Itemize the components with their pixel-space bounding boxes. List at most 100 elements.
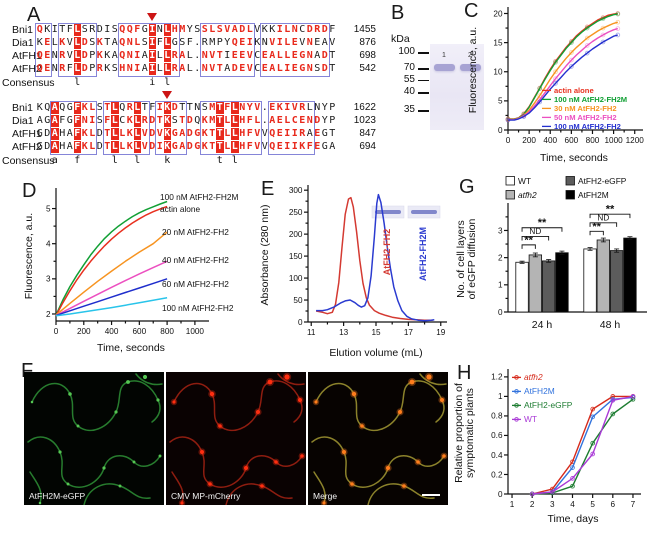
svg-text:0: 0 xyxy=(498,126,503,135)
consensus-label: Consensus xyxy=(2,155,55,167)
svg-text:50: 50 xyxy=(293,296,303,305)
sequence-name: Bni1 xyxy=(12,102,34,114)
svg-text:0.4: 0.4 xyxy=(491,451,503,460)
svg-text:2: 2 xyxy=(46,310,51,319)
svg-text:Time, seconds: Time, seconds xyxy=(540,152,608,164)
svg-text:15: 15 xyxy=(371,328,381,337)
svg-text:AtFH2M: AtFH2M xyxy=(578,190,609,200)
pyrene-actin-assembly-chart: 0 200 400 600 800 1000 1200 0 5 10 15 20 Time, secon… xyxy=(467,7,645,164)
svg-text:3: 3 xyxy=(46,275,51,284)
residue-number: 847 xyxy=(359,128,376,139)
svg-text:3: 3 xyxy=(550,500,555,509)
svg-text:1.2: 1.2 xyxy=(491,373,503,382)
kda-marker-tick xyxy=(418,68,429,70)
svg-text:**: ** xyxy=(538,217,547,229)
svg-text:Elution volume (mL): Elution volume (mL) xyxy=(329,347,422,359)
gel-lane-2-label: 2 xyxy=(468,52,472,59)
panel-a-label: A xyxy=(27,4,41,26)
kda-marker-label: 40 xyxy=(403,86,415,97)
sequence-alignment: Bni1 QKITFLSRDISQQFGINLHMYSSLSVADLVKKILNC… xyxy=(0,0,460,172)
residue-number: 542 xyxy=(359,63,376,74)
actin-elongation-chart: 0 200 400 600 800 1000 2 3 4 5 Time, seconds Fluore… xyxy=(23,188,238,354)
kda-unit-label: kDa xyxy=(391,33,410,45)
svg-text:24 h: 24 h xyxy=(532,319,553,331)
svg-text:30 nM AtFH2-FH2: 30 nM AtFH2-FH2 xyxy=(554,104,617,113)
series-30 nM AtFH2-FH2 xyxy=(508,21,618,121)
svg-text:100 nM AtFH2-FH2: 100 nM AtFH2-FH2 xyxy=(554,122,621,131)
merge-channel-image xyxy=(308,372,448,507)
svg-text:AtFH2M: AtFH2M xyxy=(524,386,555,396)
kda-marker-label: 100 xyxy=(398,46,415,57)
kda-marker-tick xyxy=(418,110,429,112)
kda-marker-tick xyxy=(418,92,429,94)
residue-number: 1622 xyxy=(353,102,376,113)
svg-text:0.8: 0.8 xyxy=(491,412,503,421)
svg-text:3: 3 xyxy=(498,226,503,235)
series-WT xyxy=(532,395,634,495)
kda-marker-label: 55 xyxy=(403,73,415,85)
svg-text:Time, seconds: Time, seconds xyxy=(97,342,165,354)
series-100 nM AtFH2-FH2 xyxy=(55,297,168,317)
svg-text:100 nM AtFH2-FH2M: 100 nM AtFH2-FH2M xyxy=(554,95,627,104)
svg-text:actin alone: actin alone xyxy=(160,204,201,214)
svg-text:AtFH2-eGFP: AtFH2-eGFP xyxy=(578,176,627,186)
bar-WT-48h xyxy=(583,248,597,313)
scale-bar xyxy=(422,494,440,496)
svg-text:1: 1 xyxy=(510,500,515,509)
svg-text:WT: WT xyxy=(518,176,531,186)
kda-marker-label: 70 xyxy=(403,62,415,73)
svg-text:No. of cell layers: No. of cell layers xyxy=(455,220,467,298)
svg-text:11: 11 xyxy=(307,328,316,337)
sequence-name: AtFH2 xyxy=(12,141,42,153)
panel-c-label: C xyxy=(464,0,479,22)
svg-text:5: 5 xyxy=(46,204,51,213)
channel-merge-label: Merge xyxy=(313,491,338,501)
svg-text:Time, days: Time, days xyxy=(548,513,599,525)
panel-g-label: G xyxy=(459,176,475,198)
svg-text:100 nM AtFH2-FH2: 100 nM AtFH2-FH2 xyxy=(162,303,234,313)
bar-AtFH2-eGFP-48h xyxy=(609,250,624,313)
bar-atfh2-48h xyxy=(596,239,611,313)
sequence-row: QENRFLDPRKSHNIAILLRAL.NVTADEVCEALIEGNSDT xyxy=(36,63,336,75)
svg-text:400: 400 xyxy=(543,136,557,145)
sequence-row: GDAHAFKLDTLLKLVDIKGADGKTTLLHFVVQEIIKFEGA xyxy=(36,141,336,153)
svg-text:symptomatic plants: symptomatic plants xyxy=(464,388,476,478)
svg-text:7: 7 xyxy=(631,500,636,509)
gel-filtration-chart: 11 13 15 17 19 0 50 100 150 200 250 300 Elution volu… xyxy=(259,185,447,359)
svg-text:5: 5 xyxy=(590,500,595,509)
svg-text:AtFH2-FH2: AtFH2-FH2 xyxy=(382,229,392,276)
svg-text:60 nM AtFH2-FH2: 60 nM AtFH2-FH2 xyxy=(162,279,229,289)
svg-text:0.6: 0.6 xyxy=(491,431,503,440)
kda-marker-label: 35 xyxy=(403,104,415,115)
consensus-row: l i l xyxy=(74,77,171,88)
series-40 nM AtFH2-FH2 xyxy=(55,260,168,317)
svg-text:50 nM AtFH2-FH2: 50 nM AtFH2-FH2 xyxy=(554,113,617,122)
svg-text:1200: 1200 xyxy=(626,136,645,145)
egfp-channel-image xyxy=(24,372,164,506)
svg-text:**: ** xyxy=(524,234,533,246)
svg-text:100: 100 xyxy=(289,274,303,283)
svg-text:**: ** xyxy=(606,204,615,216)
channel-mcherry-label: CMV MP-mCherry xyxy=(171,491,241,501)
svg-text:0.2: 0.2 xyxy=(491,470,503,479)
bar-atfh2-24h xyxy=(528,254,542,313)
bar-AtFH2M-48h xyxy=(623,237,637,313)
egfp-diffusion-bar-chart: 0 1 2 3 No. of cell layers of eGFP diffusion 2… xyxy=(455,176,647,331)
series-50 nM AtFH2-FH2 xyxy=(508,27,618,121)
series-AtFH2-FH2M xyxy=(316,193,435,322)
sequence-name: AtFH2 xyxy=(12,63,42,75)
consensus-label: Consensus xyxy=(2,77,55,89)
residue-number: 1023 xyxy=(353,115,376,126)
mutation-arrow-icon xyxy=(162,91,173,99)
gel-image: 1 2 xyxy=(430,44,484,130)
svg-text:0: 0 xyxy=(498,308,503,317)
svg-text:17: 17 xyxy=(404,328,414,337)
svg-text:WT: WT xyxy=(524,414,537,424)
sequence-name: Dia1 xyxy=(12,115,34,127)
residue-number: 876 xyxy=(359,37,376,48)
series-60 nM AtFH2-FH2 xyxy=(55,278,168,317)
svg-text:Fluorescence, a.u.: Fluorescence, a.u. xyxy=(23,213,35,299)
svg-text:400: 400 xyxy=(105,327,119,336)
panel-d-label: D xyxy=(22,180,37,202)
